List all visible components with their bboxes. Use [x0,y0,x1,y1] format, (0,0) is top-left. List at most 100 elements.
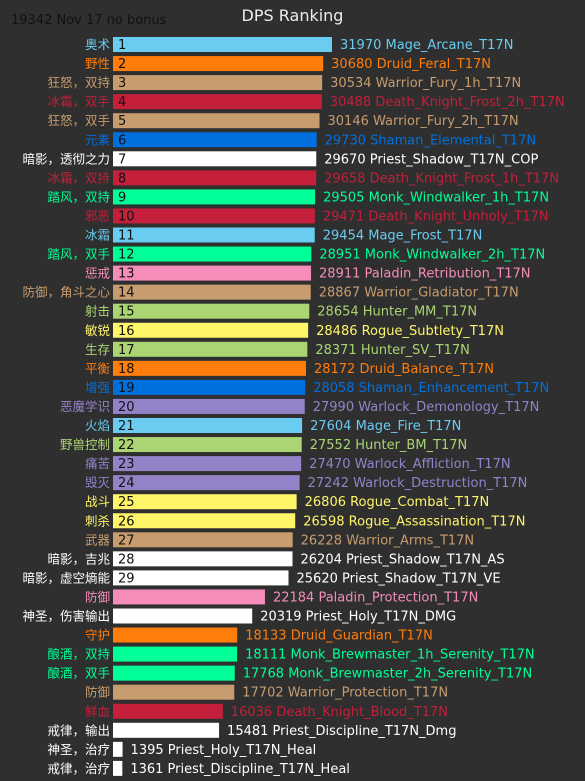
bar-value-label: 27604 Mage_Fire_T17N [310,419,461,434]
bar-rank-label: 15 [118,305,135,320]
bar-cn-label: 奥术 [85,37,111,52]
bar-value-label: 26228 Warrior_Arms_T17N [301,533,475,548]
bar-value-label: 28172 Druid_Balance_T17N [314,362,494,377]
bar-cn-label: 酿酒，双持 [47,647,110,662]
bar-rank-label: 22 [118,438,135,453]
bar-cn-label: 增强 [85,380,111,395]
bar-rank-label: 5 [118,114,126,129]
bar-value-label: 28058 Shaman_Enhancement_T17N [313,381,549,396]
bar-rank-label: 7 [118,152,126,167]
bar-cn-label: 暗影，吉兆 [47,551,110,566]
bar-cn-label: 野兽控制 [60,437,110,452]
bar-30 [113,589,265,605]
bar-39 [113,760,123,776]
bar-value-label: 22184 Paladin_Protection_T17N [273,590,478,605]
bar-14 [113,284,311,300]
bar-36 [113,703,223,719]
bar-26 [113,513,296,529]
bar-8 [113,170,317,186]
bar-cn-label: 生存 [85,342,110,357]
bar-cn-label: 暗影，透彻之力 [22,151,110,166]
bar-value-label: 17702 Warrior_Protection_T17N [242,686,448,701]
chart-title: DPS Ranking [241,6,344,25]
bar-value-label: 29471 Death_Knight_Unholy_T17N [323,209,549,224]
bar-value-label: 18111 Monk_Brewmaster_1h_Serenity_T17N [245,648,535,663]
bar-rank-label: 13 [118,267,135,282]
bar-rank-label: 25 [118,495,135,510]
bar-rank-label: 26 [118,514,135,529]
bar-cn-label: 冰霜 [85,228,110,243]
bar-5 [113,113,320,129]
bar-22 [113,437,302,453]
bar-rank-label: 24 [118,476,135,491]
bar-cn-label: 神圣，伤害输出 [22,609,110,624]
bar-25 [113,494,297,510]
bar-cn-label: 元素 [85,132,110,147]
bar-value-label: 29658 Death_Knight_Frost_1h_T17N [324,171,559,186]
bar-34 [113,665,235,681]
bar-value-label: 28486 Rogue_Subtlety_T17N [316,324,504,339]
bar-cn-label: 踏风，双持 [47,189,110,204]
bar-value-label: 28911 Paladin_Retribution_T17N [319,267,530,282]
bar-rank-label: 28 [118,552,135,567]
bar-20 [113,398,305,414]
bar-cn-label: 踏风，双手 [47,247,110,262]
bar-value-label: 30680 Druid_Feral_T17N [331,57,491,72]
bar-3 [113,75,323,91]
bar-9 [113,189,316,205]
bar-cn-label: 平衡 [85,361,110,376]
bar-value-label: 27242 Warlock_Destruction_T17N [308,476,528,491]
bar-cn-label: 冰霜，双持 [47,170,110,185]
bar-rank-label: 14 [118,286,135,301]
bar-cn-label: 守护 [85,628,110,643]
bar-4 [113,94,322,110]
bar-value-label: 20319 Priest_Holy_T17N_DMG [260,610,456,625]
bar-value-label: 28371 Hunter_SV_T17N [315,343,470,358]
bar-value-label: 29454 Mage_Frost_T17N [323,229,483,244]
bar-cn-label: 酿酒，双手 [47,666,110,681]
bar-cn-label: 防御 [85,685,110,700]
bar-rank-label: 12 [118,248,135,263]
bar-cn-label: 防御，角斗之心 [22,285,110,300]
bar-value-label: 18133 Druid_Guardian_T17N [245,629,433,644]
bar-28 [113,551,293,567]
bar-value-label: 17768 Monk_Brewmaster_2h_Serenity_T17N [243,667,533,682]
bar-rank-label: 20 [118,400,135,415]
bar-cn-label: 鲜血 [85,704,110,719]
bar-cn-label: 戒律，治疗 [47,761,110,776]
bar-cn-label: 射击 [85,304,110,319]
bar-value-label: 31970 Mage_Arcane_T17N [340,38,513,53]
bar-value-label: 28951 Monk_Windwalker_2h_T17N [319,248,545,263]
bar-rank-label: 16 [118,324,135,339]
bar-33 [113,646,238,662]
bar-rank-label: 17 [118,343,135,358]
bar-value-label: 1361 Priest_Discipline_T17N_Heal [130,762,350,777]
bar-cn-label: 战斗 [85,494,110,509]
bar-29 [113,570,289,586]
bar-value-label: 16036 Death_Knight_Blood_T17N [231,705,448,720]
bar-cn-label: 神圣，治疗 [47,742,110,757]
bar-cn-label: 狂怒，双手 [47,113,110,128]
bar-value-label: 27470 Warlock_Affliction_T17N [309,457,510,472]
bar-38 [113,741,123,757]
bar-23 [113,456,302,472]
bar-rank-label: 9 [118,190,126,205]
bar-rank-label: 3 [118,76,126,91]
bar-19 [113,379,306,395]
bar-17 [113,341,308,357]
bar-cn-label: 痛苦 [85,456,110,471]
bar-rank-label: 2 [118,57,126,72]
bar-18 [113,360,306,376]
bar-cn-label: 邪恶 [85,208,110,223]
bar-value-label: 30488 Death_Knight_Frost_2h_T17N [330,95,565,110]
bar-cn-label: 狂怒，双持 [47,75,110,90]
bar-13 [113,265,312,281]
bar-value-label: 28867 Warrior_Gladiator_T17N [319,286,519,301]
bar-37 [113,722,220,738]
bar-31 [113,608,253,624]
bar-cn-label: 暗影，虚空熵能 [22,570,110,585]
bar-cn-label: 戒律，输出 [47,723,110,738]
bar-rank-label: 18 [118,362,135,377]
bar-rank-label: 10 [118,209,135,224]
